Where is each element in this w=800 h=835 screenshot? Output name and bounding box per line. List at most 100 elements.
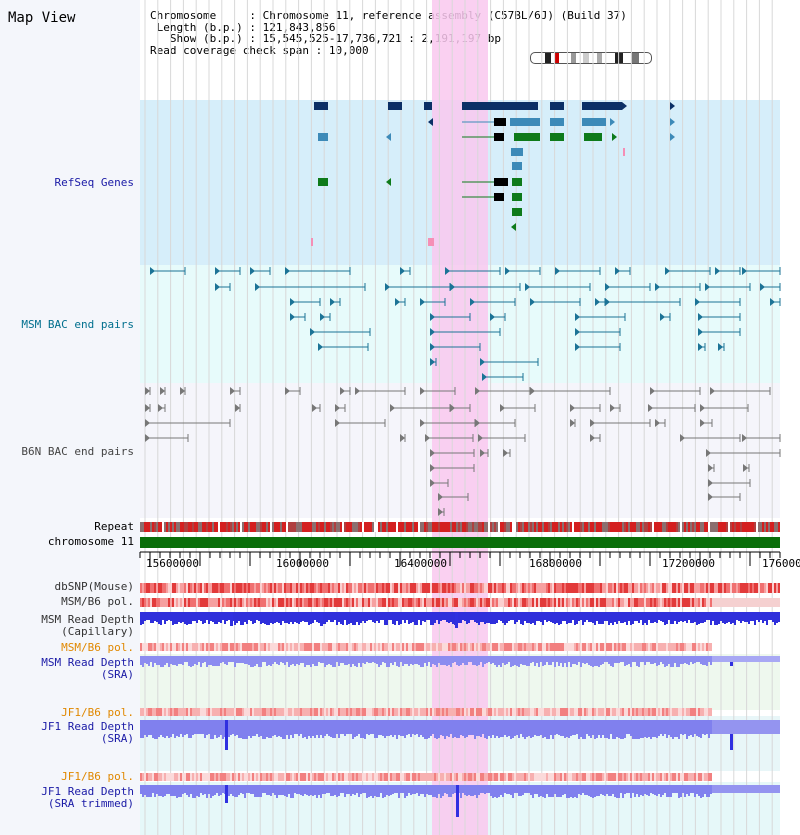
heat-cell [614,708,616,716]
repeat-block [432,522,434,532]
heat-cell [196,773,198,781]
heat-cell [502,643,504,651]
depth-bar [348,785,350,794]
heat-cell [210,708,212,716]
heat-cell [536,708,538,716]
depth-bar [248,612,250,620]
heat-cell [292,643,294,651]
heat-cell [678,583,680,593]
heat-cell [638,583,640,593]
depth-bar [202,656,204,663]
heat-cell [608,708,610,716]
refseq-track-label[interactable]: RefSeq Genes [54,176,134,189]
heat-cell [382,643,384,651]
heat-cell [490,708,492,716]
depth-bar [290,656,292,665]
depth-bar [198,656,200,662]
heat-cell [192,598,194,607]
repeat-block [650,522,652,532]
depth-bar [534,720,536,735]
heat-cell [448,583,450,593]
repeat-block [490,522,492,532]
heat-cell [242,583,244,593]
depth-bar [426,785,428,794]
heat-cell [736,583,738,593]
gene-arrow [698,343,703,351]
depth-bar [162,785,164,797]
heat-cell [710,583,712,593]
depth-bar [744,612,746,622]
heat-cell [310,708,312,716]
heat-cell [280,598,282,607]
depth-bar [354,785,356,795]
repeat-block [278,522,280,532]
heat-cell [540,773,542,781]
heat-cell [648,583,650,593]
heat-cell [196,708,198,716]
heat-cell [566,708,568,716]
heat-cell [592,773,594,781]
heat-cell [656,708,658,716]
heat-cell [776,583,778,593]
depth-bar [338,612,340,622]
heat-cell [278,773,280,781]
msm-bac-track-label[interactable]: MSM BAC end pairs [21,318,134,331]
heat-cell [436,598,438,607]
heat-cell [492,708,494,716]
heat-cell [396,643,398,651]
depth-bar [176,612,178,624]
heat-cell [202,598,204,607]
repeat-block [362,522,364,532]
depth-bar [756,612,758,620]
heat-cell [170,643,172,651]
heat-cell [384,643,386,651]
heat-cell [274,708,276,716]
heat-cell [168,643,170,651]
heat-cell [524,643,526,651]
heat-cell [316,643,318,651]
depth-bar [162,612,164,620]
gene-arrow [145,387,150,395]
b6n-bac-track-label[interactable]: B6N BAC end pairs [21,445,134,458]
msm-b6-pol-sra-label: MSM/B6 pol. [61,641,134,654]
repeat-block [528,522,530,532]
repeat-block [148,522,150,532]
heat-cell [400,643,402,651]
repeat-block [240,522,242,532]
depth-bar [692,612,694,623]
depth-bar [552,612,554,623]
depth-bar [326,612,328,622]
depth-bar [524,656,526,665]
heat-cell [368,598,370,607]
depth-bar [512,785,514,798]
depth-bar [646,785,648,795]
heat-cell [288,773,290,781]
depth-bar [494,785,496,797]
heat-cell [286,583,288,593]
depth-bar [210,785,212,798]
heat-cell [540,708,542,716]
heat-cell [528,708,530,716]
heat-cell [244,583,246,593]
depth-bar [322,720,324,738]
heat-cell [150,708,152,716]
heat-cell [678,773,680,781]
heat-cell [254,598,256,607]
heat-cell [352,773,354,781]
gene-exon [494,118,506,126]
repeat-block [700,522,702,532]
depth-bar [446,612,448,622]
depth-bar [386,720,388,736]
gene-arrow [760,283,765,291]
heat-cell [294,643,296,651]
depth-bar [196,612,198,623]
heat-cell [494,598,496,607]
heat-cell [434,598,436,607]
repeat-block [232,522,234,532]
heat-cell [152,643,154,651]
depth-bar [254,656,256,666]
heat-cell [256,708,258,716]
gene-arrow [610,404,615,412]
repeat-block [460,522,462,532]
